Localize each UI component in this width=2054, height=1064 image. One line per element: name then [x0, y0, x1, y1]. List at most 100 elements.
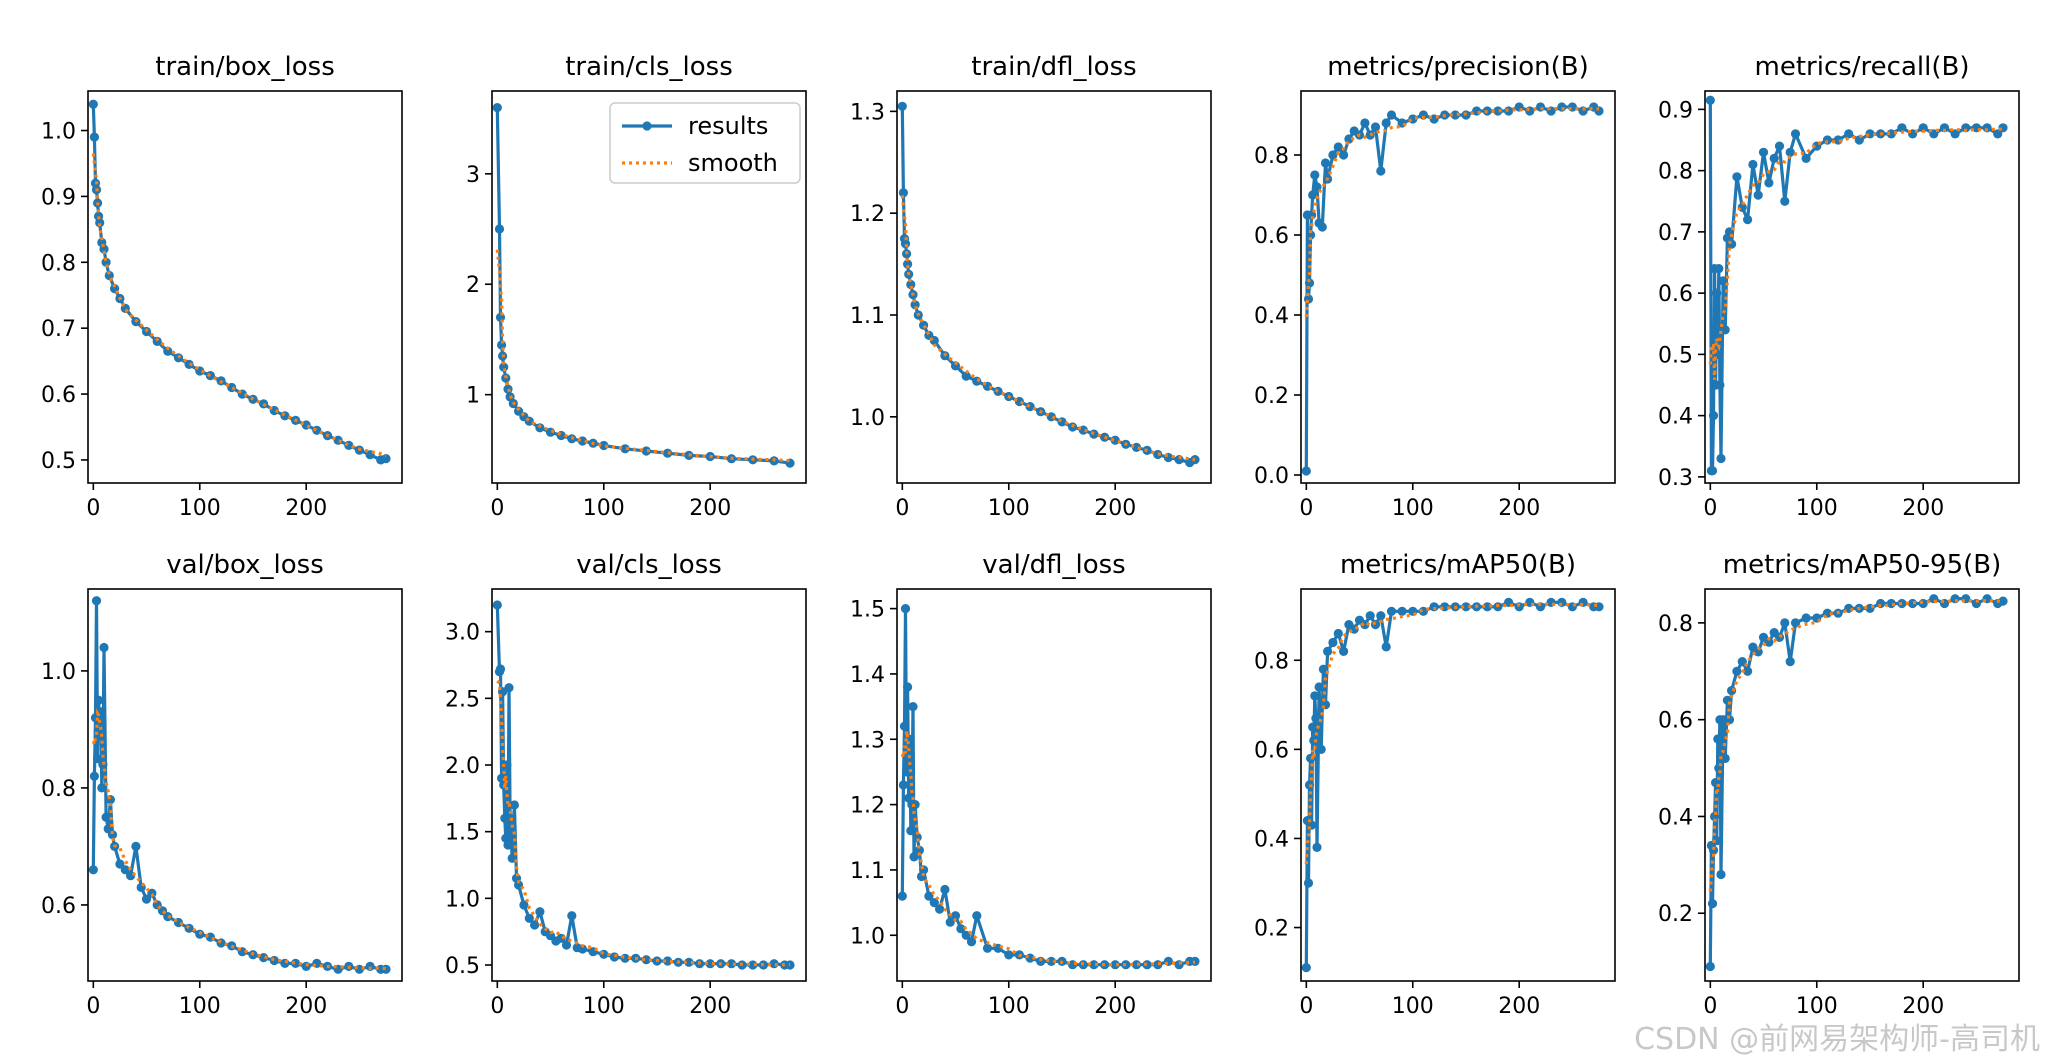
panel-metrics-recall-b-results-point [1897, 123, 1907, 133]
panel-metrics-map50-b-ytick-label: 0.2 [1254, 917, 1289, 942]
panel-metrics-map50-b-results-point [1308, 722, 1318, 732]
legend-results-marker [642, 121, 652, 131]
panel-train-cls-loss-results-point [503, 384, 513, 394]
panel-metrics-recall-b-results-point [1801, 153, 1811, 163]
panel-val-box-loss-results-point [365, 961, 375, 972]
panel-metrics-precision-b-results-point [1308, 190, 1318, 200]
panel-metrics-map50-95-b: metrics/mAP50-95(B) 0 100 200 0.2 0.4 0.6 0.8 [1658, 550, 2020, 1019]
panel-val-dfl-loss-xtick-label: 200 [1094, 994, 1136, 1019]
panel-train-cls-loss-results-point [492, 103, 502, 113]
panel-train-box-loss-ytick-label: 0.9 [41, 185, 76, 210]
panel-metrics-recall-b-ytick-label: 0.8 [1658, 160, 1693, 185]
panel-metrics-precision-b-ytick-label: 0.0 [1254, 464, 1289, 489]
panel-val-box-loss-results-point [101, 812, 111, 822]
panel-metrics-precision-b-results-line [1304, 105, 1600, 472]
panel-metrics-recall-b-results-point [1714, 264, 1724, 274]
panel-train-box-loss-frame [87, 90, 403, 484]
panel-metrics-recall-b-results-point [1707, 466, 1718, 476]
panel-train-dfl-loss-smooth-line [900, 195, 1196, 462]
panel-val-box-loss-ytick-label: 0.8 [41, 777, 76, 802]
panel-metrics-map50-b-results-point [1301, 963, 1311, 973]
panel-val-box-loss-results-point [184, 923, 194, 933]
panel-train-cls-loss-frame [491, 90, 807, 484]
panel-metrics-recall-b-ytick-label: 0.5 [1658, 343, 1693, 368]
panel-train-box-loss-results-point [89, 132, 99, 142]
panel-val-dfl-loss-results-point [929, 898, 939, 908]
panel-train-box-loss-results-point [88, 99, 98, 109]
panel-val-cls-loss-results-point [495, 664, 506, 674]
panel-metrics-precision-b: metrics/precision(B) 0 100 200 0.0 0.2 0.4 0.6 0… [1254, 52, 1616, 521]
panel-train-box-loss: train/box_loss 0 100 200 0.5 0.6 0.7 0.8 0.9 1.0 [41, 52, 403, 521]
panel-metrics-map50-b-results-point [1316, 744, 1326, 755]
panel-val-dfl-loss-results-point [940, 884, 950, 895]
panel-val-box-loss-ytick-label: 0.6 [41, 894, 76, 919]
panel-val-cls-loss-ytick-label: 3.0 [445, 621, 480, 646]
panel-train-cls-loss-results-point [556, 430, 566, 441]
panel-val-cls-loss-results-point [502, 760, 512, 770]
panel-metrics-map50-95-b-results-point [1780, 618, 1790, 628]
panel-metrics-map50-95-b-ytick-label: 0.2 [1658, 902, 1693, 927]
panel-metrics-recall-b-results-point [1918, 123, 1928, 133]
panel-val-box-loss-results-point [141, 894, 152, 904]
panel-train-cls-loss-results-point [663, 448, 673, 458]
panel-val-box-loss-results-point [216, 938, 226, 948]
panel-metrics-map50-b-results-point [1323, 646, 1333, 657]
panel-val-box-loss-results-point [93, 754, 103, 764]
panel-val-dfl-loss-smooth-line [900, 730, 1196, 967]
panel-val-dfl-loss-results-point [914, 845, 925, 855]
panel-metrics-map50-b-results-point [1514, 602, 1524, 612]
panel-train-dfl-loss-results-point [961, 371, 971, 381]
panel-val-box-loss-results-point [99, 642, 109, 653]
panel-metrics-recall-b-ytick-label: 0.3 [1658, 466, 1693, 491]
legend: results smooth [609, 102, 801, 184]
panel-metrics-map50-b-results-point [1309, 735, 1319, 746]
panel-val-box-loss-results-point [131, 841, 141, 852]
panel-val-box-loss-xtick-label: 0 [86, 994, 100, 1019]
panel-metrics-precision-b-results-point [1381, 118, 1391, 128]
panel-val-cls-loss-results-point [599, 949, 609, 959]
panel-val-cls-loss-ytick-label: 2.5 [445, 687, 480, 712]
panel-metrics-precision-b-title: metrics/precision(B) [1327, 52, 1588, 82]
panel-metrics-map50-b-results-point [1386, 606, 1397, 616]
panel-train-cls-loss-ytick-label: 2 [466, 273, 480, 298]
panel-train-cls-loss-results-point [620, 444, 630, 454]
panel-val-cls-loss-results-point [641, 955, 651, 965]
panel-train-dfl-loss-results-point [919, 320, 929, 330]
panel-metrics-precision-b-results-point [1310, 170, 1320, 180]
panel-val-cls-loss-results-point [567, 911, 577, 921]
panel-metrics-recall-b-xtick-label: 0 [1703, 496, 1717, 521]
panel-metrics-map50-b-results-point [1312, 842, 1322, 853]
panel-val-box-loss-title: val/box_loss [166, 550, 324, 580]
panel-metrics-map50-95-b-xtick-label: 200 [1902, 994, 1944, 1019]
panel-train-box-loss-xtick-label: 200 [285, 496, 327, 521]
panel-val-cls-loss-ytick-label: 0.5 [445, 954, 480, 979]
panel-train-dfl-loss-xtick-label: 100 [988, 496, 1030, 521]
panel-train-box-loss-smooth-line [91, 153, 387, 458]
panel-train-dfl-loss-results-point [993, 386, 1003, 396]
panel-metrics-precision-b-results-point [1360, 118, 1370, 128]
panel-metrics-map50-b-results-point [1461, 602, 1471, 612]
panel-metrics-recall-b-results-point [1718, 276, 1728, 286]
panel-metrics-recall-b-results-point [1844, 129, 1854, 139]
panel-train-dfl-loss-results-point [1057, 417, 1067, 427]
panel-val-cls-loss-results-point [503, 840, 513, 850]
panel-train-box-loss-results-point [101, 257, 111, 267]
panel-metrics-recall-b-ytick-label: 0.9 [1658, 98, 1693, 123]
panel-val-dfl-loss-results-point [908, 702, 918, 712]
panel-metrics-map50-95-b-results-point [1708, 845, 1719, 855]
panel-train-cls-loss-results-point [599, 440, 609, 451]
panel-metrics-recall-b-results-point [1982, 123, 1992, 133]
panel-val-box-loss-results-point [94, 695, 104, 705]
panel-metrics-recall-b-results-point [1764, 178, 1774, 188]
panel-metrics-map50-95-b-results-point [1801, 613, 1811, 623]
panel-metrics-precision-b-results-point [1317, 222, 1327, 232]
panel-train-cls-loss-xtick-label: 200 [689, 496, 731, 521]
panel-train-cls-loss-results-point [641, 446, 651, 456]
panel-metrics-map50-b-results-point [1381, 642, 1391, 652]
panel-metrics-precision-b-results-point [1320, 158, 1331, 168]
panel-metrics-map50-95-b-results-point [1707, 899, 1718, 909]
panel-val-cls-loss-results-point [519, 900, 529, 910]
panel-val-dfl-loss-results-point [1036, 956, 1046, 967]
panel-val-dfl-loss-ytick-label: 1.1 [850, 859, 885, 884]
panel-metrics-map50-b-ytick-label: 0.4 [1254, 827, 1289, 852]
